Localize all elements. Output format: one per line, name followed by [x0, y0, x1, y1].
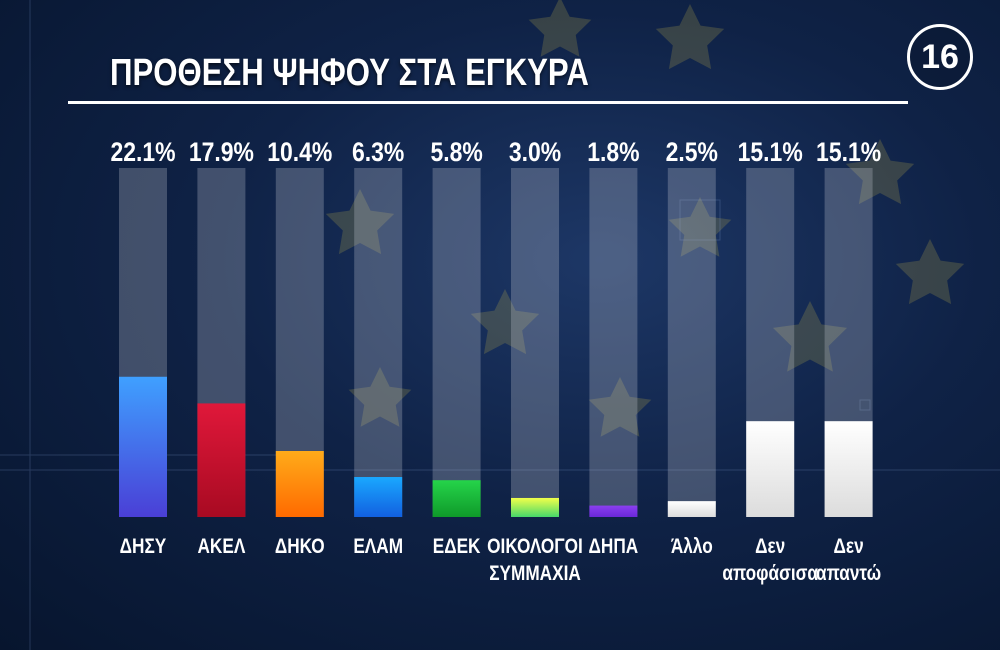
bar: [511, 497, 559, 517]
value-label: 17.9%: [189, 137, 254, 167]
value-label: 15.1%: [738, 137, 803, 167]
page-number-badge: 16: [907, 24, 973, 90]
category-label: ΟΙΚΟΛΟΓΟΙ ΣΥΜΜΑΧΙΑ: [487, 536, 583, 586]
bar: [667, 501, 716, 517]
value-label: 10.4%: [267, 137, 332, 167]
bar-track: [667, 168, 716, 517]
category-label: Δεν απαντώ: [816, 536, 881, 586]
bar-track: [589, 168, 638, 517]
value-label: 6.3%: [352, 137, 404, 167]
category-label: ΑΚΕΛ: [197, 536, 245, 559]
bar: [432, 480, 481, 517]
category-label: Άλλο: [671, 536, 713, 559]
bar: [824, 421, 873, 517]
value-label: 2.5%: [666, 137, 718, 167]
bar: [354, 477, 403, 517]
value-label: 3.0%: [509, 137, 561, 167]
category-label: ΔΗΠΑ: [589, 536, 639, 559]
value-label: 5.8%: [430, 137, 482, 167]
category-label: Δεν αποφάσισα: [722, 536, 818, 586]
category-label: ΕΛΑΜ: [353, 536, 403, 559]
value-label: 1.8%: [587, 137, 639, 167]
bar: [275, 451, 324, 517]
category-label: ΔΗΣΥ: [120, 536, 167, 559]
chart-title: ΠΡΟΘΕΣΗ ΨΗΦΟΥ ΣΤΑ ΕΓΚΥΡΑ: [110, 52, 589, 94]
bar-track: [511, 168, 559, 517]
category-label: ΔΗΚΟ: [275, 536, 325, 559]
bar-track: [354, 168, 403, 517]
bar: [119, 376, 167, 517]
bar: [197, 403, 246, 517]
bar: [746, 421, 795, 517]
category-label: ΕΔΕΚ: [433, 536, 481, 559]
value-label: 22.1%: [110, 137, 175, 167]
value-label: 15.1%: [816, 137, 881, 167]
title-underline: [68, 101, 908, 104]
bar-track: [432, 168, 481, 517]
bar: [589, 505, 638, 517]
